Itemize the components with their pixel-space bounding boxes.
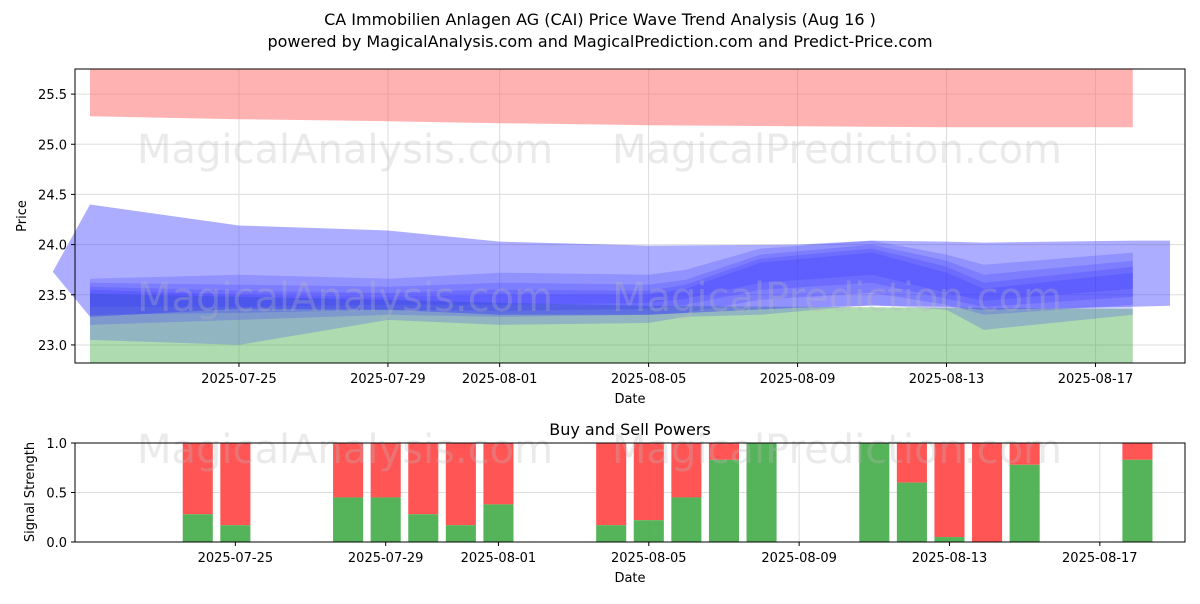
- price-plot-frame: [74, 68, 1186, 364]
- buy-power-bar: [408, 514, 439, 542]
- buy-power-bar: [445, 525, 476, 542]
- wave-band: [90, 240, 1133, 345]
- price-bands: [90, 69, 1133, 363]
- sell-power-bar: [896, 443, 927, 483]
- buy-power-bar: [370, 497, 401, 542]
- sell-power-bar: [408, 443, 439, 515]
- watermark-analysis-lower: MagicalAnalysis.com: [137, 275, 553, 321]
- buy-power-bar: [483, 504, 514, 542]
- buy-power-bar: [596, 525, 627, 542]
- buy-power-bar: [746, 443, 777, 542]
- powers-x-tick-label: 2025-08-05: [611, 551, 687, 566]
- lower-band-area: [90, 293, 1133, 363]
- price-y-tick-label: 25.5: [38, 88, 67, 103]
- sell-power-bar: [934, 443, 965, 538]
- price-y-tick-label: 25.0: [38, 138, 67, 153]
- powers-bars: [182, 443, 1153, 542]
- price-y-label: Price: [15, 200, 30, 232]
- buy-power-bar: [1009, 464, 1040, 542]
- sell-power-bar: [182, 443, 213, 515]
- price-x-tick-label: 2025-08-17: [1058, 372, 1134, 387]
- powers-plot-frame: [74, 442, 1186, 543]
- buy-power-bar: [708, 459, 739, 542]
- sell-power-bar: [671, 443, 702, 498]
- price-y-tick-label: 23.5: [38, 289, 67, 304]
- buy-power-bar: [633, 520, 664, 542]
- price-x-tick-label: 2025-08-09: [760, 372, 836, 387]
- powers-y-tick-label: 1.0: [46, 437, 67, 452]
- price-y-ticks: 23.0 23.5 24.0 24.5 25.0 25.5: [38, 88, 75, 354]
- wave-band: [90, 248, 1133, 315]
- sell-power-bar: [333, 443, 364, 498]
- powers-x-tick-label: 2025-08-17: [1062, 551, 1138, 566]
- buy-power-bar: [1122, 459, 1153, 542]
- powers-x-label: Date: [614, 571, 645, 586]
- buy-power-bar: [333, 497, 364, 542]
- price-x-label: Date: [614, 392, 645, 407]
- wave-band: [90, 244, 1133, 325]
- sell-power-bar: [1009, 443, 1040, 465]
- sell-power-bar: [633, 443, 664, 521]
- wave-band: [52, 204, 1170, 317]
- sell-power-bar: [483, 443, 514, 505]
- buy-power-bar: [182, 514, 213, 542]
- watermark-prediction-lower: MagicalPrediction.com: [612, 275, 1062, 321]
- watermark-prediction: MagicalPrediction.com: [612, 127, 1062, 173]
- powers-x-tick-label: 2025-08-01: [461, 551, 537, 566]
- watermark-prediction-powers: MagicalPrediction.com: [612, 427, 1062, 473]
- powers-x-tick-label: 2025-08-09: [761, 551, 837, 566]
- chart-subtitle: powered by MagicalAnalysis.com and Magic…: [267, 32, 932, 51]
- powers-x-tick-label: 2025-07-29: [348, 551, 424, 566]
- sell-power-bar: [1122, 443, 1153, 460]
- wave-band: [90, 252, 1133, 307]
- price-x-tick-label: 2025-07-25: [201, 372, 277, 387]
- price-x-tick-label: 2025-08-05: [611, 372, 687, 387]
- price-x-tick-label: 2025-08-13: [909, 372, 985, 387]
- powers-y-ticks: 0.0 0.5 1.0: [46, 437, 75, 551]
- watermark-analysis-powers: MagicalAnalysis.com: [137, 427, 553, 473]
- sell-power-bar: [220, 443, 251, 526]
- price-x-tick-label: 2025-07-29: [350, 372, 426, 387]
- buy-power-bar: [859, 443, 890, 542]
- powers-x-ticks: 2025-07-25 2025-07-29 2025-08-01 2025-08-05…: [198, 542, 1138, 566]
- powers-y-tick-label: 0.0: [46, 536, 67, 551]
- powers-y-tick-label: 0.5: [46, 487, 67, 502]
- price-y-tick-label: 24.0: [38, 239, 67, 254]
- powers-x-tick-label: 2025-07-25: [198, 551, 274, 566]
- sell-power-bar: [596, 443, 627, 526]
- buy-power-bar: [896, 482, 927, 542]
- sell-power-bar: [445, 443, 476, 526]
- chart-title: CA Immobilien Anlagen AG (CAI) Price Wav…: [324, 10, 876, 29]
- watermark-analysis: MagicalAnalysis.com: [137, 127, 553, 173]
- price-x-ticks: 2025-07-25 2025-07-29 2025-08-01 2025-08-05…: [201, 363, 1133, 387]
- buy-power-bar: [671, 497, 702, 542]
- buy-power-bar: [220, 525, 251, 542]
- sell-power-bar: [370, 443, 401, 498]
- price-x-tick-label: 2025-08-01: [462, 372, 538, 387]
- powers-x-tick-label: 2025-08-13: [912, 551, 988, 566]
- sell-power-bar: [972, 443, 1003, 542]
- sell-power-bar: [708, 443, 739, 460]
- buy-power-bar: [934, 537, 965, 542]
- price-plot: MagicalAnalysis.com MagicalPrediction.co…: [15, 68, 1186, 407]
- powers-plot: Buy and Sell Powers MagicalAnalysis.com …: [23, 420, 1186, 586]
- powers-title: Buy and Sell Powers: [549, 420, 711, 439]
- powers-y-label: Signal Strength: [23, 442, 38, 542]
- price-y-tick-label: 24.5: [38, 188, 67, 203]
- upper-band-area: [90, 69, 1133, 128]
- price-y-tick-label: 23.0: [38, 339, 67, 354]
- price-waves: [52, 204, 1170, 345]
